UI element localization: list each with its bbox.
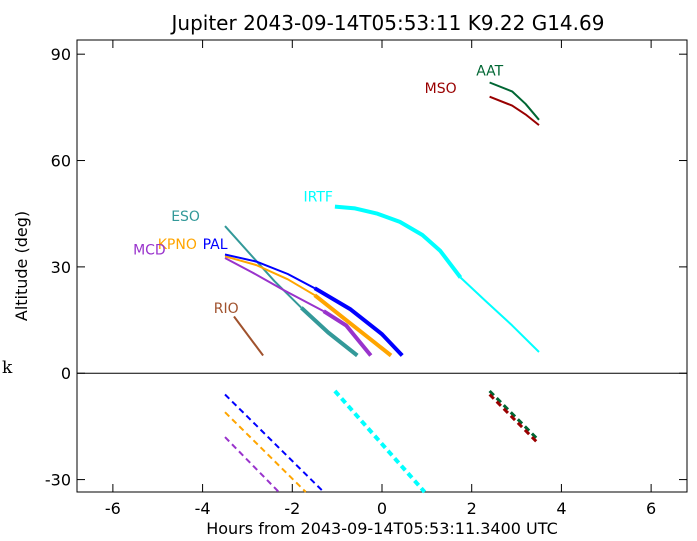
series-line-kpno-solid [224, 255, 316, 297]
side-k-label: k [2, 358, 13, 378]
series-line-irtf-dashed [333, 389, 427, 494]
series-line-kpno-dashed [224, 411, 307, 493]
plot-frame [76, 39, 688, 493]
series-line-mcd-solid [322, 309, 373, 357]
x-tick-label: -4 [195, 499, 211, 518]
series-label-aat: AAT [476, 63, 503, 79]
x-tick-label: 4 [556, 499, 566, 518]
x-tick-label: 0 [377, 499, 387, 518]
y-tick-label: 0 [61, 364, 71, 383]
y-tick-label: -30 [45, 471, 71, 490]
series-line-irtf-solid [459, 276, 540, 353]
series-line-mso-solid [489, 95, 540, 126]
series-label-mso: MSO [425, 81, 457, 97]
x-tick-label: -2 [284, 499, 300, 518]
series-line-pal-solid [224, 253, 316, 290]
series-line-mcd-solid [224, 257, 325, 313]
x-tick-label: -6 [105, 499, 121, 518]
series-line-pal-solid [313, 286, 404, 357]
y-tick-label: 90 [51, 45, 71, 64]
axis-ticks: -6 -4 -2 0 2 4 6 -30 0 30 60 90 [45, 40, 687, 518]
series-label-rio: RIO [214, 301, 239, 317]
series-line-pal-dashed [224, 393, 325, 493]
series-line-eso-solid [299, 306, 359, 358]
y-axis-title: Altitude (deg) [12, 211, 31, 321]
series-line-irtf-solid [334, 204, 463, 279]
y-tick-label: 60 [51, 152, 71, 171]
series-line-rio-solid [233, 315, 264, 357]
series-label-pal: PAL [203, 237, 228, 253]
x-tick-label: 6 [646, 499, 656, 518]
x-tick-label: 2 [467, 499, 477, 518]
x-axis-title: Hours from 2043-09-14T05:53:11.3400 UTC [206, 519, 558, 538]
series-line-mso-dashed [488, 393, 541, 446]
series-label-eso: ESO [171, 209, 200, 225]
series-line-aat-dashed [488, 389, 541, 442]
series-group [224, 81, 541, 494]
series-line-mcd-dashed [224, 436, 280, 493]
chart-title: Jupiter 2043-09-14T05:53:11 K9.22 G14.69 [170, 11, 605, 35]
series-label-irtf: IRTF [304, 189, 333, 205]
series-line-kpno-solid [313, 293, 393, 358]
series-label-kpno: KPNO [158, 237, 197, 253]
series-label-mcd: MCD [133, 242, 166, 258]
series-line-aat-solid [489, 81, 540, 121]
series-line-eso-solid [224, 225, 303, 309]
y-tick-label: 30 [51, 258, 71, 277]
